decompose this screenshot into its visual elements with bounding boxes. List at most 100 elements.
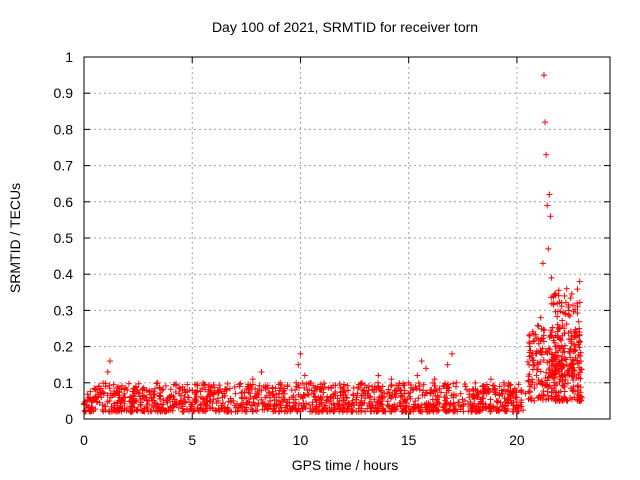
data-point [313,397,320,404]
data-point [501,405,508,412]
y-tick-label: 1 [65,49,73,65]
data-point [367,393,374,400]
data-point [415,380,422,387]
data-point [262,383,269,390]
data-point [118,407,125,414]
data-point [397,387,404,394]
data-point [401,396,408,403]
data-point [546,191,553,198]
data-point [550,334,557,341]
data-point [150,388,157,395]
data-point [513,394,520,401]
data-point [371,387,378,394]
data-point [537,368,544,375]
data-point [457,390,464,397]
data-point [249,402,256,409]
data-point [570,377,577,384]
data-point [292,396,299,403]
data-point [526,383,533,390]
data-point [442,394,449,401]
data-point [472,379,479,386]
data-point [489,382,496,389]
data-point [321,403,328,410]
data-point [412,398,419,405]
data-point [403,399,410,406]
data-point [405,379,412,386]
data-point [447,400,454,407]
data-point [262,394,269,401]
data-point [304,391,311,398]
data-point [372,402,379,409]
data-point [89,397,96,404]
data-point [317,400,324,407]
data-point [545,345,552,352]
data-point [555,333,562,340]
ticks [83,56,610,420]
data-point [471,400,478,407]
data-point [197,388,204,395]
data-point [180,397,187,404]
data-point [431,376,438,383]
data-point [384,390,391,397]
data-point [555,389,562,396]
data-point [551,352,558,359]
data-point [250,395,257,402]
data-point [110,381,117,388]
data-point [557,376,564,383]
data-point [391,388,398,395]
data-point [570,358,577,365]
data-point [184,394,191,401]
data-point [377,388,384,395]
data-point [541,327,548,334]
data-point [522,390,529,397]
data-point [281,396,288,403]
data-point [556,358,563,365]
data-point [263,404,270,411]
data-point [559,317,566,324]
data-point [539,379,546,386]
data-point [518,397,525,404]
data-point [106,397,113,404]
data-point [278,407,285,414]
data-point [361,382,368,389]
data-point [429,407,436,414]
data-point [568,336,575,343]
data-point [423,400,430,407]
data-point [466,394,473,401]
data-point [202,401,209,408]
data-point [281,387,288,394]
data-point [290,392,297,399]
data-point [287,407,294,414]
data-point [243,401,250,408]
data-point [574,310,581,317]
data-point [202,386,209,393]
data-point [543,396,550,403]
data-point [526,361,533,368]
data-point [328,393,335,400]
y-tick-label: 0.3 [54,302,74,318]
data-point [562,376,569,383]
data-point [415,407,422,414]
data-point [379,383,386,390]
data-point [513,389,520,396]
data-point [505,387,512,394]
data-point [558,372,565,379]
data-point [399,402,406,409]
data-point [563,321,570,328]
data-point [526,339,533,346]
data-point [440,383,447,390]
y-tick-label: 0.2 [54,339,74,355]
x-tick-labels: 0 5 10 15 20 [80,432,525,448]
data-point [288,387,295,394]
data-point [545,245,552,252]
data-point [543,369,550,376]
data-point [546,366,553,373]
data-point [480,395,487,402]
data-point [204,405,211,412]
data-point [330,401,337,408]
data-point [393,382,400,389]
data-point [345,401,352,408]
data-point [436,385,443,392]
data-point [298,402,305,409]
